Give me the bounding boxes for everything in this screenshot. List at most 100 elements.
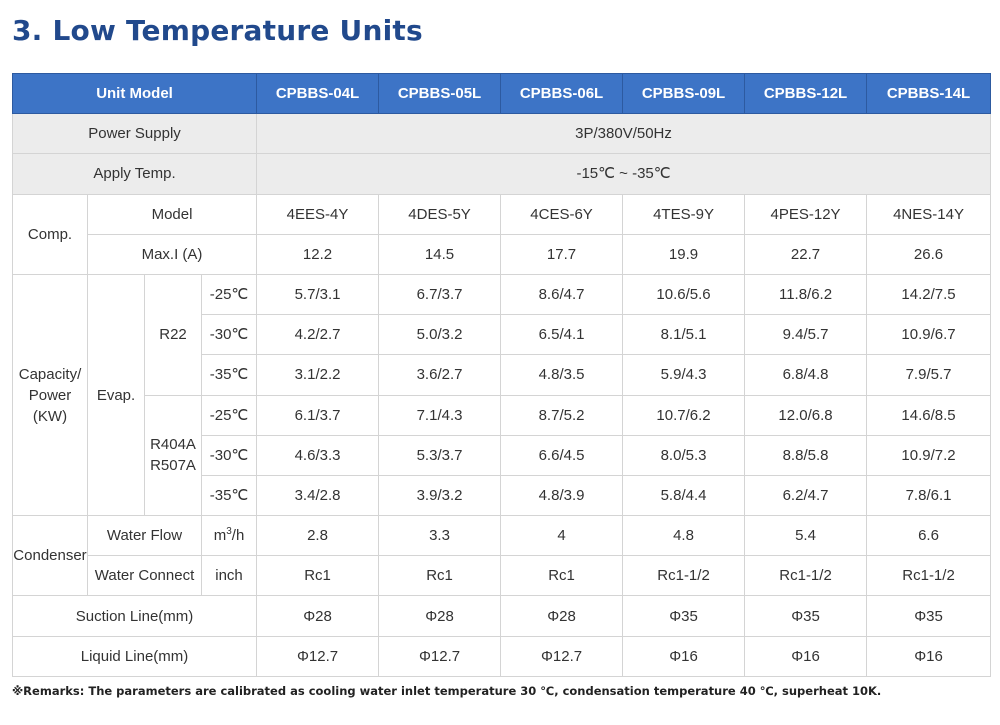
comp-model-cell: 4EES-4Y — [256, 193, 380, 235]
evap-temp-label: -35℃ — [200, 354, 258, 396]
liquid-line-row: Liquid Line(mm) Φ12.7 Φ12.7 Φ12.7 Φ16 Φ16 Φ16 — [11, 635, 992, 678]
suction-line-cell: Φ28 — [378, 595, 502, 637]
water-connect-cell: Rc1-1/2 — [866, 555, 992, 597]
model-header-2: CPBBS-05L — [378, 72, 502, 115]
water-flow-cell: 2.8 — [256, 515, 380, 557]
model-header-5: CPBBS-12L — [744, 72, 868, 115]
suction-line-row: Suction Line(mm) Φ28 Φ28 Φ28 Φ35 Φ35 Φ35 — [11, 595, 992, 637]
suction-line-label: Suction Line(mm) — [11, 595, 258, 637]
capacity-cell: 8.6/4.7 — [500, 273, 624, 316]
evap-temp-label: -35℃ — [200, 474, 258, 517]
unit-model-header: Unit Model — [11, 72, 258, 115]
capacity-cell: 6.5/4.1 — [500, 314, 624, 356]
comp-maxi-cell: 14.5 — [378, 233, 502, 275]
capacity-cell: 5.7/3.1 — [256, 273, 380, 316]
capacity-cell: 5.9/4.3 — [622, 354, 746, 396]
capacity-cell: 5.8/4.4 — [622, 474, 746, 517]
capacity-cell: 10.9/7.2 — [866, 434, 992, 476]
capacity-cell: 8.1/5.1 — [622, 314, 746, 356]
comp-maxi-cell: 19.9 — [622, 233, 746, 275]
capacity-cell: 12.0/6.8 — [744, 394, 868, 436]
water-flow-row: Condenser Water Flow m3/h 2.8 3.3 4 4.8 5.4 6.6 — [12, 515, 992, 597]
comp-model-cell: 4DES-5Y — [378, 193, 502, 235]
capacity-cell: 3.6/2.7 — [378, 354, 502, 396]
suction-line-cell: Φ28 — [256, 595, 380, 637]
capacity-cell: 7.9/5.7 — [866, 354, 992, 396]
power-supply-row: Power Supply 3P/380V/50Hz — [11, 113, 992, 155]
water-connect-label: Water Connect — [87, 555, 202, 597]
capacity-cell: 3.1/2.2 — [256, 354, 380, 396]
capacity-cell: 11.8/6.2 — [744, 273, 868, 316]
power-supply-value: 3P/380V/50Hz — [256, 113, 992, 155]
suction-line-cell: Φ35 — [622, 595, 746, 637]
suction-line-cell: Φ28 — [500, 595, 624, 637]
capacity-cell: 14.2/7.5 — [866, 273, 992, 316]
spec-table-body: Unit Model CPBBS-04L CPBBS-05L CPBBS-06L CPB… — [11, 72, 992, 678]
capacity-cell: 4.2/2.7 — [256, 314, 380, 356]
water-connect-row: Water Connect inch Rc1 Rc1 Rc1 Rc1-1/2 Rc1-1/2… — [13, 555, 992, 597]
capacity-cell: 6.6/4.5 — [500, 434, 624, 476]
capacity-cell: 5.3/3.7 — [378, 434, 502, 476]
capacity-cell: 8.0/5.3 — [622, 434, 746, 476]
apply-temp-row: Apply Temp. -15℃ ~ -35℃ — [11, 153, 992, 195]
capacity-row: -35℃ 3.1/2.2 3.6/2.7 4.8/3.5 5.9/4.3 6.8/4.8 7… — [13, 354, 992, 396]
comp-maxi-cell: 12.2 — [256, 233, 380, 275]
apply-temp-value: -15℃ ~ -35℃ — [256, 153, 992, 195]
capacity-cell: 6.2/4.7 — [744, 474, 868, 517]
power-supply-label: Power Supply — [11, 113, 258, 155]
comp-model-cell: 4TES-9Y — [622, 193, 746, 235]
liquid-line-label: Liquid Line(mm) — [11, 635, 258, 678]
capacity-row: -30℃ 4.6/3.3 5.3/3.7 6.6/4.5 8.0/5.3 8.8/5.8 1… — [13, 434, 992, 476]
capacity-row: -35℃ 3.4/2.8 3.9/3.2 4.8/3.9 5.8/4.4 6.2/4.7 7… — [13, 474, 992, 517]
capacity-row: Capacity/Power (KW) Evap. R22 -25℃ 5.7/3.1 6.7… — [12, 273, 992, 517]
water-connect-cell: Rc1 — [500, 555, 624, 597]
evap-temp-label: -30℃ — [200, 434, 258, 476]
water-flow-cell: 4 — [500, 515, 624, 557]
comp-model-cell: 4PES-12Y — [744, 193, 868, 235]
capacity-row: R404A R507A -25℃ 6.1/3.7 7.1/4.3 8.7/5.2 10.7/… — [13, 394, 992, 517]
capacity-cell: 7.8/6.1 — [866, 474, 992, 517]
comp-maxi-cell: 22.7 — [744, 233, 868, 275]
water-connect-cell: Rc1-1/2 — [622, 555, 746, 597]
water-flow-cell: 6.6 — [866, 515, 992, 557]
header-row: Unit Model CPBBS-04L CPBBS-05L CPBBS-06L CPB… — [11, 72, 992, 115]
refrigerant-label: R22 — [144, 273, 202, 396]
condenser-label: Condenser — [12, 515, 88, 597]
comp-label: Comp. — [12, 193, 88, 275]
capacity-cell: 8.8/5.8 — [744, 434, 868, 476]
capacity-cell: 10.7/6.2 — [622, 394, 746, 436]
water-flow-cell: 3.3 — [378, 515, 502, 557]
comp-maxi-cell: 17.7 — [500, 233, 624, 275]
evap-label: Evap. — [87, 273, 145, 517]
water-flow-cell: 4.8 — [622, 515, 746, 557]
apply-temp-label: Apply Temp. — [11, 153, 258, 195]
model-header-3: CPBBS-06L — [500, 72, 624, 115]
capacity-cell: 10.9/6.7 — [866, 314, 992, 356]
model-header-6: CPBBS-14L — [866, 72, 992, 115]
page-title: 3. Low Temperature Units — [12, 14, 423, 47]
liquid-line-cell: Φ12.7 — [500, 635, 624, 678]
capacity-cell: 5.0/3.2 — [378, 314, 502, 356]
liquid-line-cell: Φ16 — [622, 635, 746, 678]
capacity-cell: 7.1/4.3 — [378, 394, 502, 436]
water-flow-unit: m3/h — [200, 515, 258, 557]
capacity-cell: 8.7/5.2 — [500, 394, 624, 436]
capacity-row: -30℃ 4.2/2.7 5.0/3.2 6.5/4.1 8.1/5.1 9.4/5.7 1… — [13, 314, 992, 356]
capacity-cell: 4.8/3.9 — [500, 474, 624, 517]
water-flow-label: Water Flow — [87, 515, 202, 557]
capacity-cell: 4.8/3.5 — [500, 354, 624, 396]
capacity-cell: 3.9/3.2 — [378, 474, 502, 517]
water-connect-cell: Rc1-1/2 — [744, 555, 868, 597]
comp-model-cell: 4NES-14Y — [866, 193, 992, 235]
comp-maxi-row: Max.I (A) 12.2 14.5 17.7 19.9 22.7 26.6 — [13, 233, 992, 275]
comp-maxi-label: Max.I (A) — [86, 233, 258, 275]
comp-model-row: Comp. Model 4EES-4Y 4DES-5Y 4CES-6Y 4TES-9Y 4P… — [12, 193, 992, 275]
refrigerant-label: R404A R507A — [144, 394, 202, 517]
capacity-cell: 3.4/2.8 — [256, 474, 380, 517]
evap-temp-label: -25℃ — [200, 394, 258, 436]
capacity-power-label: Capacity/Power (KW) — [12, 273, 88, 517]
liquid-line-cell: Φ16 — [744, 635, 868, 678]
comp-maxi-cell: 26.6 — [866, 233, 992, 275]
capacity-cell: 6.7/3.7 — [378, 273, 502, 316]
water-connect-cell: Rc1 — [256, 555, 380, 597]
